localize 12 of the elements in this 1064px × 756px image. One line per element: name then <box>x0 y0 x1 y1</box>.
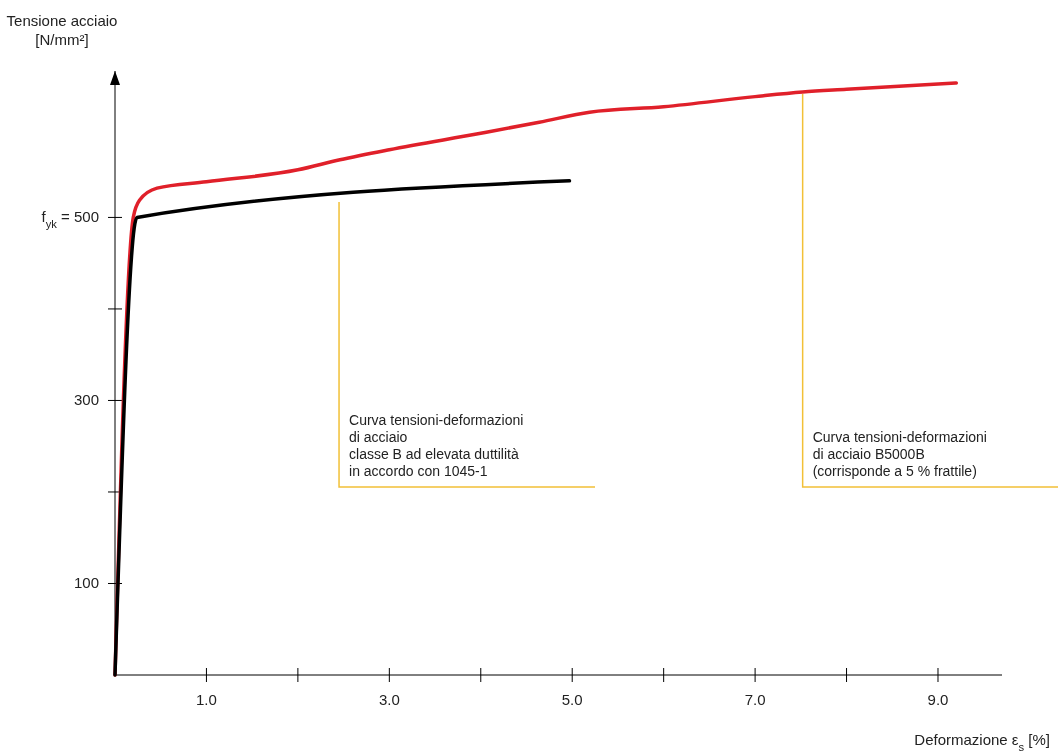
x-axis-title: Deformazione ε$_{s}$ [%] <box>914 731 1050 753</box>
y-axis-title: Tensione acciaio [N/mm²] <box>6 12 118 48</box>
x-tick-label: 1.0 <box>196 691 217 708</box>
y-tick-label: 100 <box>73 574 99 592</box>
y-tick-label: 300 <box>73 391 99 409</box>
x-tick-label: 7.0 <box>744 691 766 708</box>
x-tick-label: 5.0 <box>561 691 583 708</box>
annotation: Curva tensioni-deformazioni di acciaio B5000B (corrisponde a 5 % frattile) <box>812 429 987 479</box>
x-tick-label: 9.0 <box>927 691 949 708</box>
annotation: Curva tensioni-deformazioni di acciaio classe B ad elevata duttilità in accordo con 1045-1 <box>349 412 524 479</box>
y-tick-label: f$_{yk}$ = 500 <box>41 208 99 231</box>
x-tick-label: 3.0 <box>378 691 400 708</box>
